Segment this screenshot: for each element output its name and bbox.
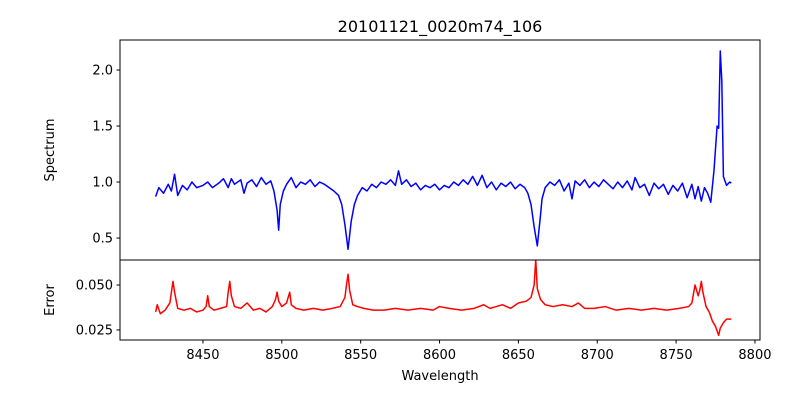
x-tick-label: 8750: [660, 348, 693, 363]
x-axis-label: Wavelength: [401, 369, 478, 384]
x-tick-label: 8600: [423, 348, 456, 363]
y-tick-label: 0.025: [76, 323, 113, 338]
spectrum-ylabel: Spectrum: [43, 119, 58, 182]
y-tick-label: 0.5: [92, 232, 113, 247]
spectrum-panel: 0.5 1.0 1.5 2.0 Spectrum: [43, 50, 732, 250]
y-tick-label: 2.0: [92, 64, 113, 79]
x-tick-label: 8500: [265, 348, 298, 363]
y-tick-label: 1.5: [92, 120, 113, 135]
x-tick-label: 8650: [502, 348, 535, 363]
chart-title: 20101121_0020m74_106: [338, 17, 543, 37]
error-axes-frame: [119, 259, 761, 341]
error-ylabel: Error: [43, 284, 58, 316]
error-series-line: [154, 260, 732, 337]
x-tick-label: 8450: [186, 348, 219, 363]
x-tick-label: 8800: [738, 348, 771, 363]
x-tick-label: 8700: [581, 348, 614, 363]
spectrum-series-line: [154, 50, 732, 250]
x-tick-label: 8550: [344, 348, 377, 363]
y-tick-label: 0.050: [76, 278, 113, 293]
error-panel: 0.025 0.050 8450 8500 8550 8600 8650 8700 8750 8…: [43, 260, 772, 384]
y-tick-label: 1.0: [92, 176, 113, 191]
